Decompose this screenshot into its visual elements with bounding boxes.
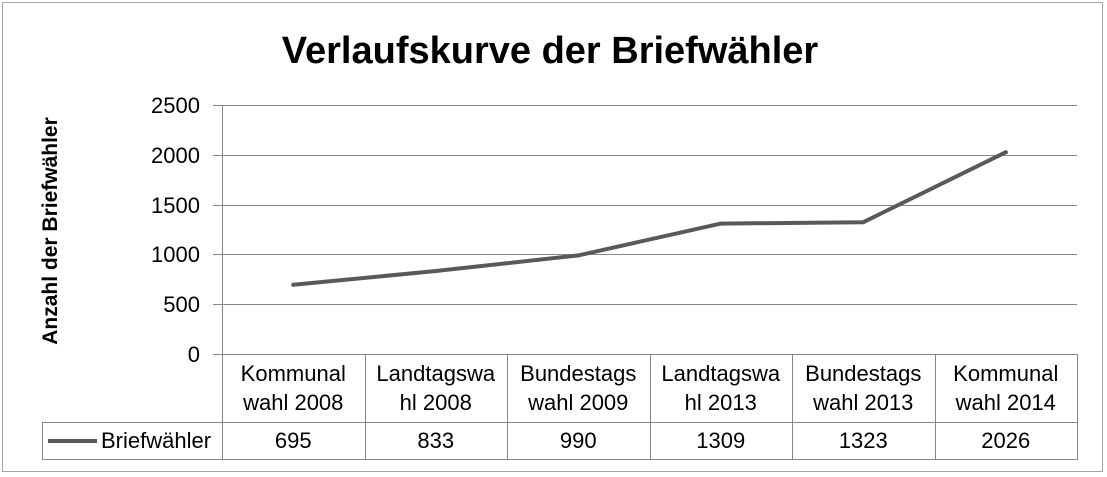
data-table-value: 2026: [981, 428, 1031, 453]
data-point: [1003, 150, 1008, 155]
data-point: [433, 269, 438, 273]
category-label: Bundestags wahl 2009: [520, 361, 637, 415]
category-label: Kommunal wahl 2008: [240, 361, 346, 415]
y-tick-label: 0: [188, 342, 200, 367]
data-table-grid: [42, 105, 1078, 460]
y-axis-ticks: 0 500 1000 1500 2000 2500: [151, 93, 222, 367]
series-briefwaehler: [291, 150, 1008, 287]
y-tick-label: 1000: [151, 242, 200, 267]
data-point: [291, 282, 296, 287]
category-label: Kommunal wahl 2014: [953, 361, 1059, 415]
series-line: [291, 150, 1008, 287]
data-table-value: 1323: [838, 428, 888, 453]
data-table-value: 695: [274, 428, 312, 453]
data-table-value: 990: [559, 428, 597, 453]
category-label: Landtagswa hl 2013: [661, 361, 781, 415]
y-tick-label: 2500: [151, 93, 200, 118]
y-tick-label: 1500: [151, 193, 200, 218]
chart-title: Verlaufskurve der Briefwähler: [281, 30, 819, 72]
data-point: [576, 253, 581, 258]
category-label: Landtagswa hl 2008: [376, 361, 496, 415]
chart-area: [2, 2, 1103, 472]
y-tick-label: 2000: [151, 143, 200, 168]
y-tick-label: 500: [163, 292, 200, 317]
data-table-value: 833: [417, 428, 455, 453]
gridlines: [222, 105, 1077, 305]
y-axis-label: Anzahl der Briefwähler: [39, 117, 62, 345]
legend-label: Briefwähler: [101, 428, 212, 453]
category-label: Bundestags wahl 2013: [805, 361, 922, 415]
data-point: [861, 220, 866, 225]
data-table-value: 1309: [696, 428, 746, 453]
data-point: [718, 221, 723, 226]
